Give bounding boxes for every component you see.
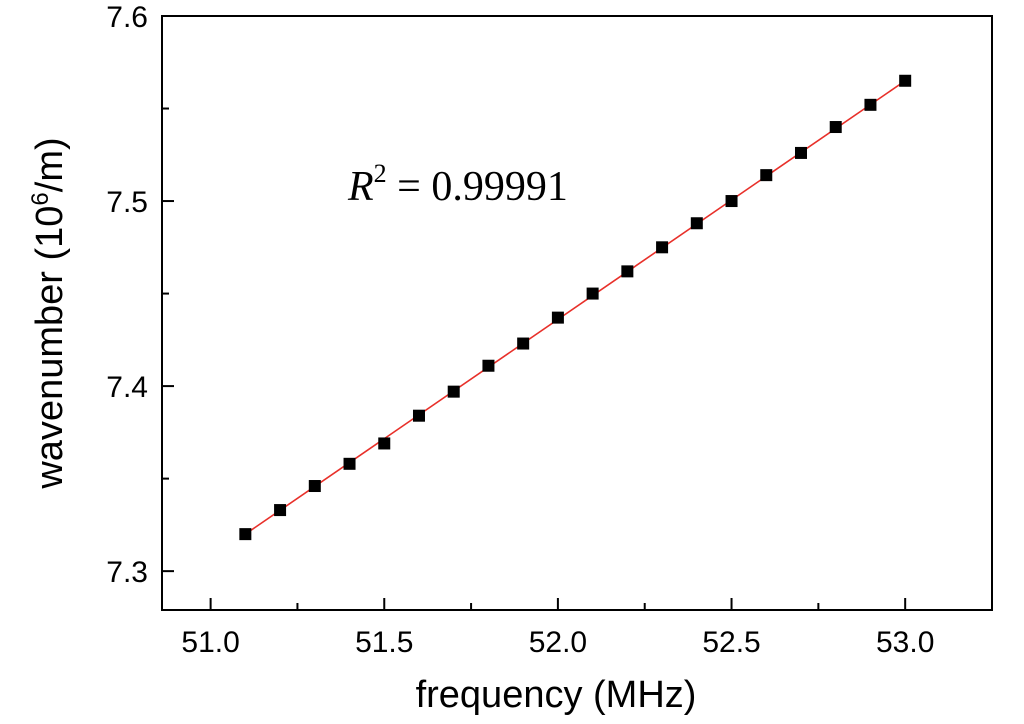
y-axis-label-end: /m)	[29, 137, 71, 192]
x-tick-label: 52.0	[529, 626, 587, 659]
y-axis-label-sup: 6	[27, 192, 54, 205]
data-point	[829, 121, 842, 134]
x-axis: 51.0 51.5 52.0 52.5 53.0	[181, 598, 993, 659]
r-squared-annotation: R2 = 0.99991	[347, 159, 568, 210]
y-axis: 7.3 7.4 7.5 7.6	[106, 1, 174, 589]
x-axis-label: frequency (MHz)	[416, 674, 697, 716]
x-tick-label: 53.0	[876, 626, 934, 659]
y-tick-label: 7.6	[106, 1, 148, 34]
data-point	[274, 504, 287, 517]
x-tick-label: 52.5	[702, 626, 760, 659]
y-tick-label: 7.5	[106, 186, 148, 219]
data-point	[725, 195, 738, 208]
r-squared-sup: 2	[374, 159, 387, 188]
data-point	[586, 287, 599, 300]
x-tick-label: 51.0	[181, 626, 239, 659]
data-point	[621, 265, 634, 278]
r-squared-var: R	[347, 164, 374, 210]
r-squared-value: = 0.99991	[387, 164, 568, 210]
data-point	[447, 385, 460, 398]
y-axis-label: wavenumber (106/m)	[27, 137, 71, 489]
data-point	[760, 169, 773, 182]
data-point	[482, 359, 495, 372]
x-tick-label: 51.5	[355, 626, 413, 659]
data-point	[864, 98, 877, 111]
data-point	[343, 457, 356, 470]
data-point	[551, 311, 564, 324]
data-point	[517, 337, 530, 350]
y-tick-label: 7.4	[106, 371, 148, 404]
data-point	[899, 74, 912, 87]
data-point	[308, 480, 321, 493]
y-axis-label-main: wavenumber (10	[29, 206, 71, 490]
data-point	[378, 437, 391, 450]
data-point	[656, 241, 669, 254]
data-point	[412, 409, 425, 422]
data-point	[239, 528, 252, 541]
plot-frame	[161, 15, 993, 611]
data-point	[794, 146, 807, 159]
data-point	[690, 217, 703, 230]
data-points	[239, 74, 912, 541]
y-tick-label: 7.3	[106, 556, 148, 589]
